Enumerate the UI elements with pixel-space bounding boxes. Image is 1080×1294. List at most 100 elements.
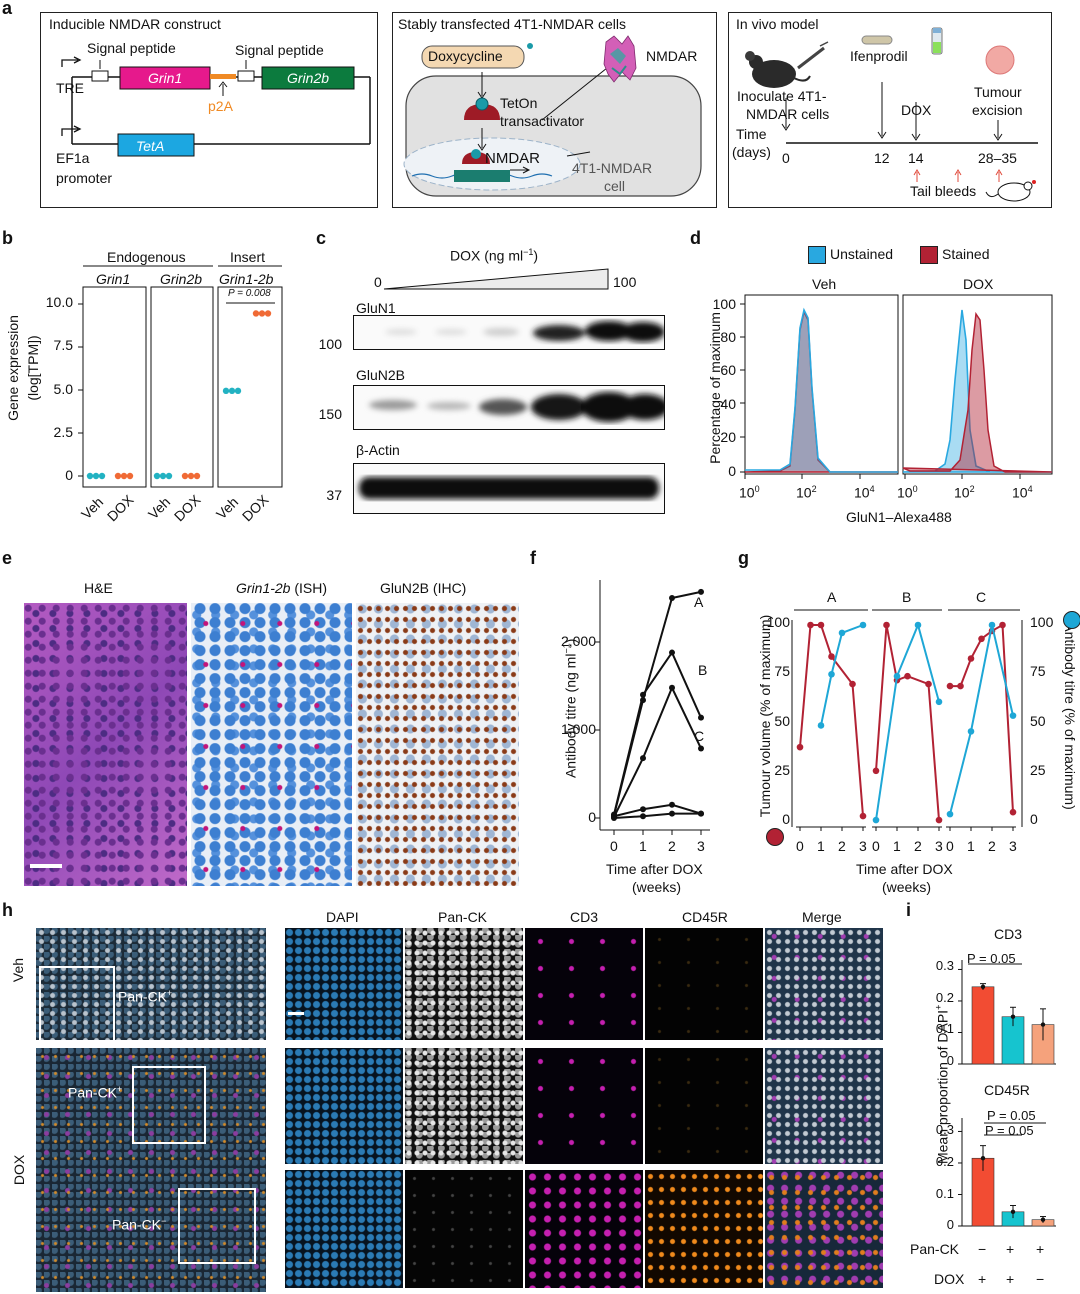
teton-label-2: transactivator [500, 113, 585, 129]
titre-point [669, 649, 675, 656]
tumour-label-1: Tumour [974, 84, 1022, 100]
dox-inset-box-1 [132, 1066, 206, 1144]
dox-conc-close: ) [533, 247, 539, 264]
antibody-titre-point [988, 621, 996, 629]
g-ytick-l-0: 0 [782, 811, 790, 827]
g-facet-a: A [827, 589, 837, 605]
titre-point [698, 810, 704, 817]
gene-expression-point [92, 472, 100, 480]
antibody-titre-point [893, 672, 901, 680]
f-series-b: B [698, 662, 708, 678]
panel-b-ylabel-1: Gene expression [5, 315, 21, 421]
g-xtick: 1 [967, 838, 975, 854]
g-xtick: 2 [914, 838, 922, 854]
p2a-label: p2A [208, 98, 233, 114]
g-xtick: 0 [796, 838, 804, 854]
panel-b-chart [78, 265, 283, 488]
i-cd3-ytick-0: 0 [946, 1053, 954, 1068]
d-ytick-0: 0 [728, 463, 736, 479]
dox-panck-minus-label: Pan-CK− [112, 1216, 167, 1233]
scale-bar [30, 864, 62, 868]
g-ytick-l-50: 50 [774, 713, 790, 729]
i-dox-row: DOX [934, 1271, 965, 1287]
panel-d-ylabel: Percentage of maximum [707, 312, 723, 464]
antibody-titre-point [817, 722, 825, 729]
d-ytick-100: 100 [712, 296, 736, 312]
blot-glun2b [353, 385, 665, 430]
panel-b-ylabel-2: (log[TPM]) [25, 335, 41, 401]
i-cd3-ytick-0.3: 0.3 [935, 958, 954, 973]
time-label-2: (days) [732, 144, 771, 160]
construct-title: Inducible NMDAR construct [49, 16, 221, 32]
gene-expression-point [98, 472, 106, 480]
fluorescence-tile [285, 1170, 403, 1288]
b-ytick-2.5: 2.5 [53, 424, 73, 440]
g-facet-c: C [976, 589, 987, 605]
panel-d-xlabel: GluN1–Alexa488 [846, 509, 952, 525]
panel-g-chart [791, 609, 1023, 831]
gene-expression-point [258, 310, 266, 317]
ef1a-label: EF1a [56, 150, 90, 166]
i-panck-row: Pan-CK [910, 1241, 960, 1257]
panel-f-chart [595, 580, 710, 835]
d-ytick-20: 20 [720, 429, 736, 445]
gene-expression-point [153, 472, 161, 480]
group-insert: Insert [230, 249, 266, 265]
d-xtick-dox-2: 102 [954, 484, 975, 501]
day-0: 0 [782, 150, 790, 166]
fluorescence-tile [765, 1048, 883, 1164]
panel-d-label: d [690, 228, 701, 248]
dox-inset-box-2 [178, 1188, 256, 1264]
b-ytick-0: 0 [65, 467, 73, 483]
b-ytick-7.5: 7.5 [53, 337, 73, 353]
channel-panck: Pan-CK [438, 909, 488, 925]
i-cd45r-pvalue-2: P = 0.05 [985, 1123, 1034, 1138]
g-ytick-l-25: 25 [774, 762, 790, 778]
veh-panck-label: Pan-CK+ [118, 988, 173, 1005]
g-xtick: 2 [988, 838, 996, 854]
row-dox: DOX [11, 1154, 28, 1186]
blot-mw-actin: 37 [326, 487, 342, 503]
gene-grin1-2b: Grin1-2b [219, 271, 274, 287]
gene-grin2b: Grin2b [160, 271, 203, 287]
f-xlabel-1: Time after DOX [606, 861, 703, 877]
titre-series-line [613, 650, 702, 815]
panel-c-label: c [316, 228, 327, 248]
dox-min: 0 [374, 274, 382, 290]
nmdar-protein-label: NMDAR [646, 48, 698, 64]
panel-i-chart [958, 960, 1056, 1227]
antibody-titre-point [872, 816, 880, 824]
g-xtick: 3 [1009, 838, 1017, 854]
titre-series-line [613, 803, 702, 818]
i-panck-sign-3: + [1036, 1241, 1045, 1257]
g-xtick: 3 [859, 838, 867, 854]
tumour-volume-point [967, 655, 975, 662]
panel-e-label: e [2, 548, 13, 568]
panel-h-label: h [2, 900, 13, 920]
f-series-c: C [694, 728, 705, 744]
scale-bar [288, 1012, 304, 1015]
f-ytick-1000: 1,000 [560, 721, 596, 737]
antibody-titre-point [859, 621, 867, 629]
invivo-diagram [745, 27, 1038, 202]
antibody-titre-point [935, 698, 943, 706]
g-ytick-l-100: 100 [766, 614, 790, 630]
veh-inset-box [39, 966, 115, 1040]
gene-expression-point [126, 472, 134, 480]
gene-expression-point [159, 472, 167, 480]
group-endogenous: Endogenous [107, 249, 186, 265]
i-dox-sign-3: − [1036, 1271, 1045, 1287]
legend-stained: Stained [942, 246, 990, 262]
fluorescence-tile [645, 1170, 763, 1288]
gene-grin1: Grin1 [96, 271, 131, 287]
gene-expression-point [193, 472, 201, 480]
channel-cd3: CD3 [570, 909, 599, 925]
titre-series-line [613, 812, 701, 819]
f-ytick-2000: 2,000 [560, 633, 596, 649]
tumour-volume-point [925, 680, 932, 688]
g-xlabel-2: (weeks) [882, 879, 932, 895]
gene-expression-point [86, 472, 94, 480]
d-xtick-veh-2: 102 [796, 484, 817, 501]
cell-label-2: cell [604, 178, 626, 194]
blot-name-glun2b: GluN2B [356, 367, 406, 383]
